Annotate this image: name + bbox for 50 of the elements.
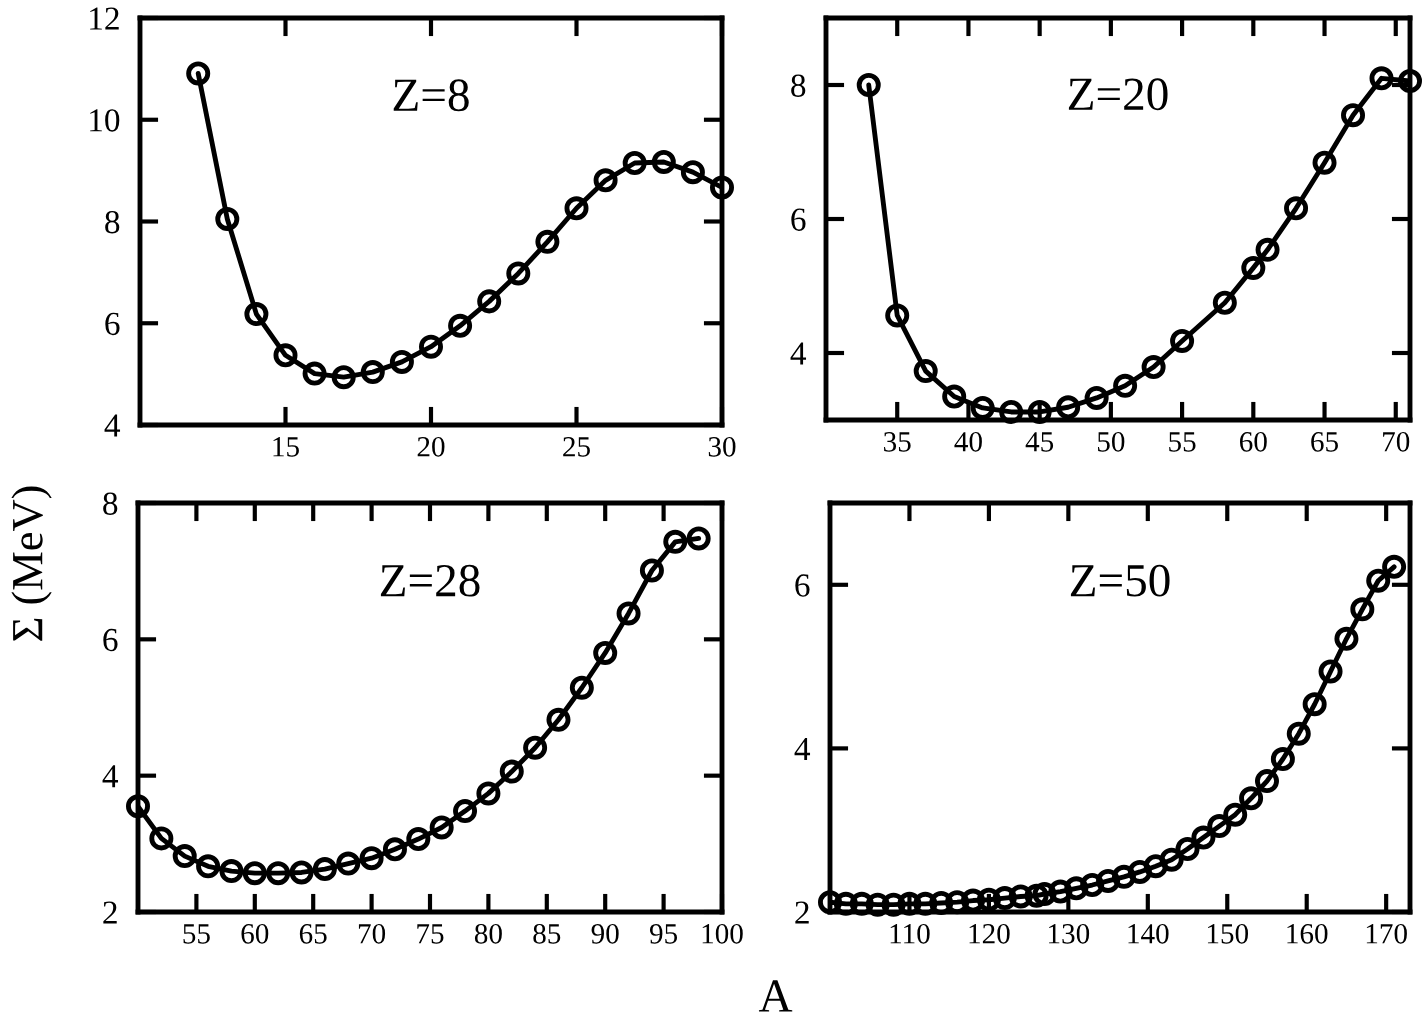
y-tick-label: 10 bbox=[90, 109, 120, 132]
annotation: Z=50 bbox=[1070, 564, 1170, 597]
y-tick-label: 6 bbox=[791, 208, 806, 231]
y-tick-label: 12 bbox=[90, 7, 119, 30]
x-tick-label: 55 bbox=[183, 924, 210, 944]
x-axis-title: A bbox=[758, 980, 793, 1012]
x-tick-label: 30 bbox=[708, 436, 736, 457]
x-tick-label: 45 bbox=[1025, 432, 1054, 452]
y-tick-label: 2 bbox=[103, 901, 117, 924]
x-tick-label: 65 bbox=[1311, 432, 1338, 452]
x-tick-label: 160 bbox=[1287, 923, 1328, 944]
y-tick-label: 6 bbox=[103, 628, 118, 652]
y-axis-title: Σ (MeV) bbox=[11, 486, 52, 641]
x-tick-label: 80 bbox=[474, 923, 502, 944]
annotation: Z=8 bbox=[393, 79, 469, 112]
x-tick-label: 50 bbox=[1097, 431, 1125, 452]
x-tick-label: 170 bbox=[1366, 923, 1407, 944]
x-tick-label: 100 bbox=[702, 923, 743, 944]
y-tick-label: 8 bbox=[105, 210, 120, 234]
x-tick-label: 15 bbox=[273, 437, 299, 457]
x-tick-label: 70 bbox=[358, 923, 386, 944]
annotation: Z=28 bbox=[380, 564, 480, 597]
x-tick-label: 60 bbox=[241, 923, 269, 944]
y-tick-label: 6 bbox=[105, 312, 120, 336]
x-tick-label: 110 bbox=[890, 923, 930, 944]
y-tick-label: 4 bbox=[790, 342, 807, 365]
x-tick-label: 75 bbox=[417, 924, 444, 944]
y-tick-label: 8 bbox=[791, 74, 806, 97]
x-tick-label: 65 bbox=[299, 924, 327, 944]
x-tick-label: 35 bbox=[884, 432, 911, 452]
x-tick-label: 60 bbox=[1239, 431, 1267, 452]
x-tick-label: 120 bbox=[969, 923, 1010, 944]
annotation: Z=20 bbox=[1068, 78, 1168, 111]
x-tick-label: 140 bbox=[1128, 923, 1169, 944]
x-tick-label: 90 bbox=[591, 923, 619, 944]
x-tick-label: 55 bbox=[1169, 432, 1196, 452]
x-tick-label: 95 bbox=[649, 924, 678, 944]
x-tick-label: 150 bbox=[1207, 923, 1249, 944]
x-tick-label: 25 bbox=[563, 437, 590, 457]
x-tick-label: 40 bbox=[954, 431, 982, 452]
y-tick-label: 4 bbox=[794, 738, 811, 760]
x-tick-label: 70 bbox=[1383, 431, 1410, 452]
y-tick-label: 2 bbox=[795, 901, 809, 924]
y-tick-label: 8 bbox=[103, 492, 118, 515]
x-tick-label: 20 bbox=[417, 436, 445, 457]
y-tick-label: 4 bbox=[102, 765, 119, 788]
y-tick-label: 6 bbox=[795, 574, 810, 597]
x-tick-label: 130 bbox=[1049, 923, 1090, 944]
y-tick-label: 4 bbox=[104, 414, 121, 437]
x-tick-label: 85 bbox=[533, 923, 561, 944]
